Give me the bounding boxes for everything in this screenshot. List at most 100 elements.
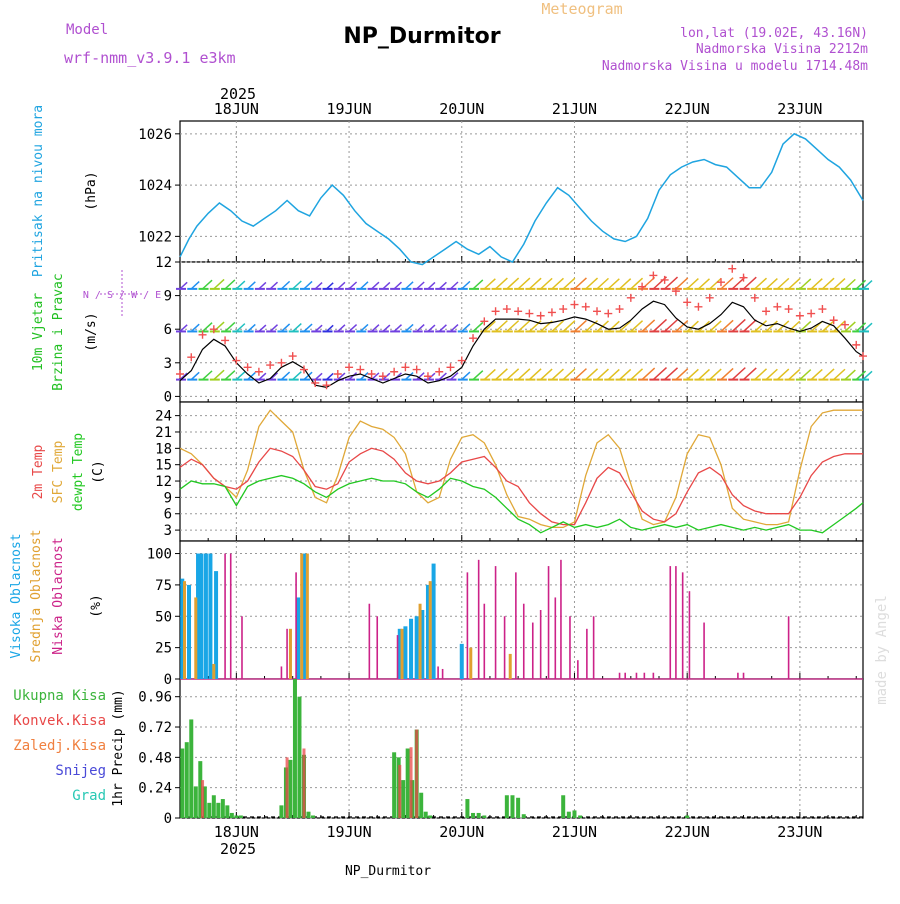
gust-marker: [547, 308, 556, 317]
wind-barb: [292, 323, 302, 332]
cloud-bar-low: [586, 628, 588, 679]
cloud-bar-high: [208, 553, 213, 679]
gust-marker: [266, 361, 275, 370]
pressure-panel: 1022 1024 1026: [138, 120, 864, 263]
wind-barb: [416, 281, 425, 290]
precip-legend-item: Grad: [72, 788, 106, 804]
gust-marker: [311, 378, 320, 387]
cloud-bar-high: [409, 618, 414, 679]
cloud-bar-low: [703, 622, 705, 679]
wind-barb: [799, 278, 812, 290]
cloud-bar-mid: [305, 553, 309, 679]
day-label-top: 21JUN: [552, 100, 597, 118]
cloud-bar-low: [295, 572, 297, 679]
wind-barb: [449, 372, 459, 381]
wind-barb: [562, 368, 576, 381]
precip-bar-total: [482, 815, 487, 818]
wind-barb: [224, 321, 236, 332]
gust-marker: [232, 356, 241, 365]
wind-barb: [551, 277, 564, 290]
wind-barb: [280, 280, 291, 290]
precip-bar-total: [521, 814, 526, 818]
gust-marker: [705, 293, 714, 302]
wind-barb: [855, 322, 867, 332]
y-tick-label: 0.48: [138, 750, 172, 766]
wind-barb: [404, 323, 414, 332]
wind-barb: [573, 368, 587, 381]
precip-bar-total: [566, 811, 571, 818]
wind-barb: [619, 278, 632, 290]
wind-barb: [821, 320, 835, 332]
wind-barb: [427, 324, 436, 332]
wind-barb: [585, 368, 599, 381]
cloud-bar-mid: [300, 553, 304, 679]
gust-marker: [401, 363, 410, 372]
gust-marker: [390, 367, 399, 376]
wind-barb: [190, 281, 200, 290]
gust-marker: [581, 302, 590, 311]
precip-legend-item: Konvek.Kisa: [13, 713, 106, 729]
wind-barb: [573, 319, 587, 332]
gust-marker: [773, 302, 782, 311]
wind-barb: [562, 320, 576, 332]
wind-barb: [686, 278, 699, 290]
2m-temp-line: [179, 447, 863, 526]
precip-bar-total: [465, 799, 470, 818]
pressure-line: [179, 132, 864, 266]
cloud-bar-low: [531, 622, 534, 679]
precip-series: Ukupna Kisa Konvek.Kisa Zaledj.Kisa Snijeg G…: [13, 679, 863, 818]
wind-barb: [348, 281, 358, 290]
wind-barb: [664, 276, 679, 290]
wind-barb: [810, 278, 823, 290]
cloud-bar-high: [296, 597, 301, 679]
precip-bar-conv: [302, 748, 306, 818]
wind-barb: [258, 324, 267, 332]
wind-barb: [359, 281, 369, 290]
sfc-temp-ylabel: SFC Temp: [51, 441, 66, 504]
wind-barb: [382, 281, 391, 290]
gust-marker: [859, 352, 867, 361]
cloud-bar-low: [286, 628, 288, 679]
wind-barb: [292, 371, 302, 381]
gust-marker: [457, 356, 466, 365]
bottom-day-labels: 18JUN 19JUN 20JUN 21JUN 22JUN 23JUN: [214, 823, 823, 841]
wind-barb: [573, 277, 587, 290]
gust-marker: [818, 305, 827, 314]
wind-barb: [202, 370, 213, 381]
gust-marker: [852, 340, 861, 349]
cloud-bar-high: [196, 553, 201, 679]
y-tick-label: 0.72: [138, 720, 172, 736]
y-tick-label: 0.24: [138, 781, 172, 797]
wind-barb: [754, 368, 768, 381]
wind-barb: [359, 323, 369, 332]
wind-barb: [862, 322, 873, 332]
gust-marker: [536, 311, 545, 320]
wind-barb: [461, 371, 471, 381]
temperature-series: 2m Temp SFC Temp dewpt Temp (C): [31, 409, 864, 534]
wind-barb: [461, 323, 471, 332]
precip-bar-total: [225, 805, 230, 818]
gust-marker: [378, 372, 387, 381]
y-tick-label: 0: [164, 811, 172, 827]
wind-barb: [596, 277, 609, 290]
y-tick-label: 12: [155, 255, 172, 271]
cloud-bar-low: [592, 616, 595, 679]
cloud-bar-high: [199, 553, 204, 679]
gust-marker: [694, 302, 703, 311]
cloud-bar-low: [241, 616, 243, 679]
wind-barb: [776, 277, 790, 290]
wind-barb: [371, 324, 380, 332]
wind-barb: [382, 324, 391, 332]
wind-barb: [664, 319, 679, 332]
precip-bar-total: [198, 761, 203, 818]
pressure-unit: (hPa): [84, 171, 99, 210]
cloud-low-ylabel: Niska Oblacnost: [51, 537, 66, 654]
wind-barb: [179, 281, 188, 290]
cloud-high-ylabel: Visoka Oblacnost: [9, 533, 24, 658]
wind-barb: [438, 372, 447, 381]
gust-marker: [615, 305, 624, 314]
wind-barb: [337, 324, 346, 332]
wind-barb: [314, 282, 323, 290]
cloud-bar-high: [431, 563, 436, 679]
precip-bar-total: [428, 815, 433, 818]
